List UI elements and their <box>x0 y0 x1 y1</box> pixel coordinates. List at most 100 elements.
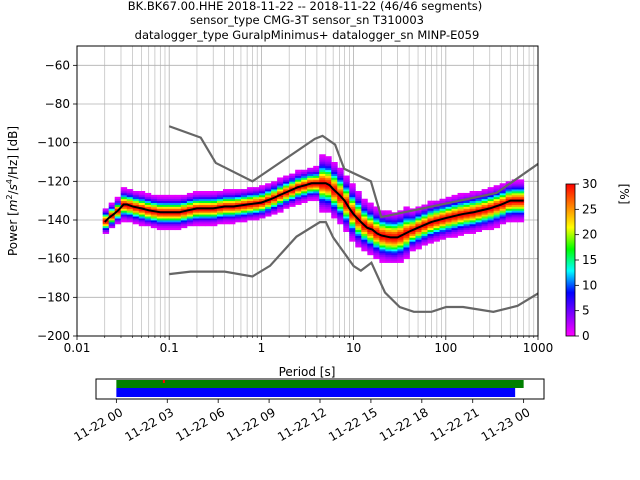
heatmap-cell <box>192 196 200 200</box>
heatmap-cell <box>439 233 446 236</box>
heatmap-cell <box>295 175 302 178</box>
heatmap-cell <box>451 235 458 238</box>
heatmap-cell <box>373 250 380 254</box>
heatmap-cell <box>487 210 495 213</box>
heatmap-cell <box>102 216 110 219</box>
heatmap-cell <box>241 212 248 215</box>
heatmap-cell <box>463 206 470 209</box>
heatmap-cell <box>463 214 470 217</box>
x-axis-ticks: 0.01 0.1 1 10 100 1000 <box>64 336 553 355</box>
heatmap-cell <box>373 239 380 242</box>
heatmap-cell <box>343 189 350 192</box>
heatmap-cell <box>457 204 464 207</box>
heatmap-cell <box>349 194 356 198</box>
heatmap-cell <box>403 241 410 244</box>
heatmap-cell <box>108 204 116 207</box>
heatmap-cell <box>102 227 110 231</box>
heatmap-cell <box>499 198 507 202</box>
heatmap-cell <box>132 212 140 215</box>
heatmap-cell <box>493 200 501 203</box>
heatmap-cell <box>168 204 176 207</box>
heatmap-cell <box>295 198 302 202</box>
heatmap-cell <box>337 171 344 174</box>
heatmap-cell <box>445 212 452 215</box>
heatmap-cell <box>493 196 501 200</box>
heatmap-cell <box>277 206 284 209</box>
heatmap-cell <box>283 189 290 192</box>
heatmap-cell <box>433 237 440 240</box>
timeline-tick-label: 11-22 18 <box>377 405 431 444</box>
y-tick-label: −180 <box>37 290 70 304</box>
heatmap-cell <box>180 206 188 209</box>
heatmap-cell <box>210 223 218 227</box>
heatmap-cell <box>439 206 446 209</box>
heatmap-cell <box>433 212 440 215</box>
heatmap-cell <box>229 208 236 211</box>
heatmap-cell <box>277 202 284 205</box>
heatmap-cell <box>319 198 326 202</box>
heatmap-cell <box>427 231 434 234</box>
heatmap-cell <box>361 239 368 242</box>
heatmap-cell <box>126 210 134 213</box>
heatmap-cell <box>439 227 446 231</box>
heatmap-cell <box>114 221 122 225</box>
heatmap-cell <box>283 175 290 178</box>
heatmap-cell <box>331 196 338 200</box>
heatmap-cell <box>415 212 422 215</box>
heatmap-cell <box>192 221 200 225</box>
heatmap-cell <box>511 196 519 200</box>
heatmap-cell <box>265 187 272 190</box>
heatmap-cell <box>367 250 374 254</box>
heatmap-cell <box>162 214 170 217</box>
heatmap-cell <box>138 194 146 198</box>
heatmap-cell <box>517 216 525 219</box>
heatmap-cell <box>247 200 254 203</box>
heatmap-cell <box>517 183 525 186</box>
heatmap-cell <box>331 202 338 205</box>
heatmap-cell <box>385 237 392 240</box>
heatmap-cell <box>451 204 458 207</box>
heatmap-cell <box>210 198 218 202</box>
heatmap-cell <box>349 208 356 211</box>
heatmap-cell <box>204 223 212 227</box>
heatmap-cell <box>337 212 344 215</box>
heatmap-cell <box>174 204 182 207</box>
heatmap-cell <box>505 206 513 209</box>
heatmap-cell <box>331 206 338 209</box>
heatmap-cell <box>210 202 218 205</box>
heatmap-cell <box>397 245 404 248</box>
heatmap-cell <box>493 216 501 219</box>
heatmap-cell <box>373 225 380 229</box>
heatmap-cell <box>391 241 398 244</box>
heatmap-cell <box>403 216 410 219</box>
y-tick-label: −100 <box>37 136 70 150</box>
heatmap-cell <box>241 202 248 205</box>
heatmap-cell <box>337 177 344 180</box>
heatmap-cell <box>397 221 404 225</box>
heatmap-cell <box>295 200 302 203</box>
heatmap-cell <box>325 194 332 198</box>
heatmap-cell <box>259 191 266 194</box>
heatmap-cell <box>259 189 266 192</box>
heatmap-cell <box>361 225 368 229</box>
heatmap-cell <box>493 220 501 223</box>
heatmap-cell <box>120 187 128 190</box>
heatmap-cell <box>475 198 483 202</box>
heatmap-cell <box>337 173 344 176</box>
heatmap-cell <box>379 247 386 250</box>
heatmap-cell <box>439 221 446 225</box>
heatmap-cell <box>397 223 404 227</box>
heatmap-cell <box>301 194 308 198</box>
heatmap-cell <box>379 256 386 260</box>
heatmap-cell <box>313 173 320 176</box>
heatmap-cell <box>421 216 428 219</box>
heatmap-cell <box>174 200 182 203</box>
heatmap-cell <box>229 191 236 194</box>
heatmap-cell <box>126 218 134 221</box>
heatmap-cell <box>481 192 489 196</box>
heatmap-cell <box>355 212 362 215</box>
heatmap-cell <box>301 169 308 173</box>
heatmap-cell <box>433 221 440 225</box>
heatmap-cell <box>487 198 495 202</box>
heatmap-cell <box>325 204 332 207</box>
